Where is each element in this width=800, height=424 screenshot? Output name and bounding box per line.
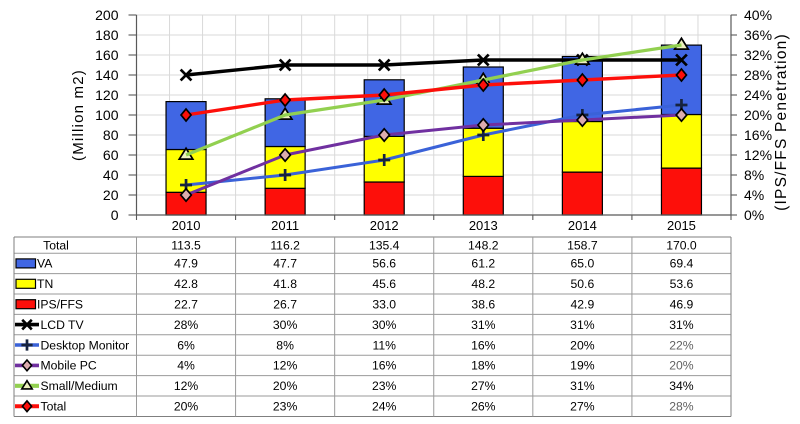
svg-text:2013: 2013: [469, 218, 498, 233]
svg-text:12%: 12%: [273, 359, 298, 373]
svg-text:47.7: 47.7: [273, 257, 297, 271]
svg-text:2010: 2010: [172, 218, 201, 233]
svg-text:19%: 19%: [570, 359, 595, 373]
svg-text:100: 100: [95, 107, 119, 123]
svg-text:113.5: 113.5: [171, 238, 201, 252]
svg-text:IPS/FFS: IPS/FFS: [37, 298, 83, 312]
svg-text:38.6: 38.6: [471, 298, 495, 312]
svg-text:24%: 24%: [372, 400, 397, 414]
svg-text:6%: 6%: [177, 338, 195, 352]
svg-text:28%: 28%: [174, 318, 199, 332]
svg-text:22.7: 22.7: [174, 298, 198, 312]
svg-text:200: 200: [95, 7, 119, 23]
svg-text:116.2: 116.2: [270, 238, 300, 252]
svg-text:34%: 34%: [669, 379, 694, 393]
svg-text:20%: 20%: [570, 338, 595, 352]
svg-text:31%: 31%: [570, 318, 595, 332]
svg-text:Small/Medium: Small/Medium: [41, 379, 118, 393]
svg-text:140: 140: [95, 67, 119, 83]
svg-text:27%: 27%: [570, 400, 595, 414]
svg-text:28%: 28%: [669, 400, 694, 414]
svg-text:45.6: 45.6: [372, 277, 396, 291]
svg-text:16%: 16%: [744, 127, 772, 143]
svg-text:VA: VA: [37, 257, 53, 271]
svg-text:60: 60: [103, 147, 119, 163]
svg-text:2014: 2014: [568, 218, 597, 233]
svg-text:Desktop Monitor: Desktop Monitor: [41, 338, 130, 352]
svg-text:20%: 20%: [669, 359, 694, 373]
svg-text:61.2: 61.2: [471, 257, 495, 271]
svg-text:26%: 26%: [471, 400, 496, 414]
svg-text:53.6: 53.6: [670, 277, 694, 291]
svg-text:27%: 27%: [471, 379, 496, 393]
svg-text:160: 160: [95, 47, 119, 63]
svg-text:0: 0: [111, 207, 119, 223]
svg-text:46.9: 46.9: [670, 298, 694, 312]
svg-text:120: 120: [95, 87, 119, 103]
svg-text:80: 80: [103, 127, 119, 143]
svg-text:0%: 0%: [744, 207, 764, 223]
svg-text:30%: 30%: [273, 318, 298, 332]
svg-text:148.2: 148.2: [468, 238, 499, 252]
svg-text:12%: 12%: [744, 147, 772, 163]
svg-text:42.9: 42.9: [571, 298, 595, 312]
svg-text:11%: 11%: [372, 338, 396, 352]
svg-text:50.6: 50.6: [571, 277, 595, 291]
svg-text:TN: TN: [37, 277, 53, 291]
svg-text:Total: Total: [41, 400, 67, 414]
svg-text:32%: 32%: [744, 47, 772, 63]
svg-text:40%: 40%: [744, 7, 772, 23]
svg-text:36%: 36%: [744, 27, 772, 43]
svg-text:40: 40: [103, 167, 119, 183]
svg-text:8%: 8%: [744, 167, 764, 183]
svg-text:28%: 28%: [744, 67, 772, 83]
svg-text:47.9: 47.9: [174, 257, 198, 271]
svg-text:23%: 23%: [372, 379, 397, 393]
svg-text:16%: 16%: [471, 338, 496, 352]
svg-text:2011: 2011: [271, 218, 299, 233]
svg-text:4%: 4%: [744, 187, 764, 203]
svg-text:31%: 31%: [471, 318, 496, 332]
svg-text:158.7: 158.7: [567, 238, 598, 252]
svg-text:20: 20: [103, 187, 119, 203]
svg-text:23%: 23%: [273, 400, 298, 414]
svg-text:26.7: 26.7: [273, 298, 297, 312]
svg-text:LCD TV: LCD TV: [41, 318, 85, 332]
svg-text:22%: 22%: [669, 338, 694, 352]
svg-text:(Million m2): (Million m2): [70, 69, 87, 161]
svg-text:(IPS/FFS Penetration): (IPS/FFS Penetration): [773, 33, 790, 211]
svg-text:135.4: 135.4: [369, 238, 400, 252]
svg-text:4%: 4%: [177, 359, 195, 373]
svg-text:18%: 18%: [471, 359, 496, 373]
svg-text:Mobile PC: Mobile PC: [41, 359, 97, 373]
svg-text:31%: 31%: [570, 379, 595, 393]
svg-text:180: 180: [95, 27, 119, 43]
svg-text:65.0: 65.0: [571, 257, 595, 271]
svg-text:2015: 2015: [667, 218, 696, 233]
svg-text:2012: 2012: [370, 218, 399, 233]
svg-text:30%: 30%: [372, 318, 397, 332]
svg-text:48.2: 48.2: [471, 277, 495, 291]
svg-text:20%: 20%: [273, 379, 298, 393]
svg-text:170.0: 170.0: [666, 238, 697, 252]
svg-text:16%: 16%: [372, 359, 397, 373]
svg-text:20%: 20%: [744, 107, 772, 123]
svg-text:20%: 20%: [174, 400, 199, 414]
svg-text:41.8: 41.8: [273, 277, 297, 291]
svg-text:8%: 8%: [276, 338, 294, 352]
svg-text:56.6: 56.6: [372, 257, 396, 271]
svg-text:Total: Total: [43, 238, 69, 252]
svg-text:33.0: 33.0: [372, 298, 396, 312]
svg-text:24%: 24%: [744, 87, 772, 103]
svg-text:42.8: 42.8: [174, 277, 198, 291]
svg-text:12%: 12%: [174, 379, 199, 393]
svg-text:69.4: 69.4: [670, 257, 694, 271]
svg-text:31%: 31%: [669, 318, 694, 332]
